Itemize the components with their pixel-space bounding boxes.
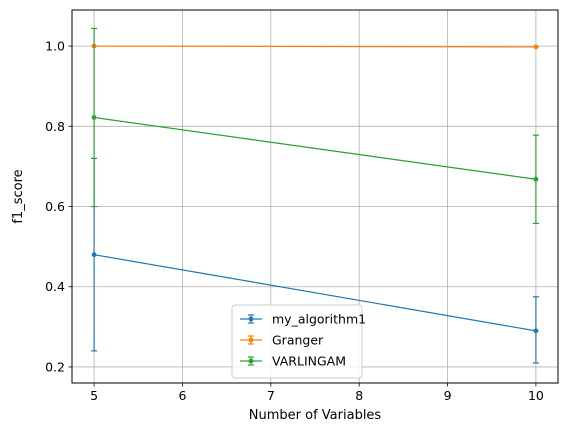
legend-item: my_algorithm1 bbox=[240, 312, 366, 327]
series-line bbox=[93, 254, 537, 332]
x-tick-label: 5 bbox=[90, 388, 98, 403]
series-VARLINGAM bbox=[91, 27, 539, 224]
x-tick-label: 10 bbox=[528, 388, 544, 403]
data-point bbox=[533, 176, 539, 182]
data-point bbox=[91, 252, 97, 258]
data-point bbox=[533, 328, 539, 334]
x-tick-label: 8 bbox=[355, 388, 363, 403]
legend-label: Granger bbox=[272, 333, 324, 348]
series-line bbox=[94, 45, 536, 48]
series-layer bbox=[91, 27, 539, 364]
series-line bbox=[94, 116, 536, 180]
x-axis-label: Number of Variables bbox=[249, 408, 382, 423]
ticks: 5 6 7 8 9 10 0.2 0.4 0.6 0.8 1.0 bbox=[45, 39, 544, 403]
y-tick-label: 1.0 bbox=[45, 39, 65, 54]
x-tick-label: 7 bbox=[267, 388, 275, 403]
legend-item: Granger bbox=[240, 333, 324, 348]
data-point bbox=[533, 44, 539, 50]
legend-marker bbox=[248, 316, 254, 322]
data-point bbox=[91, 115, 97, 120]
x-tick-label: 9 bbox=[444, 388, 452, 403]
legend-marker bbox=[248, 358, 254, 364]
y-tick-label: 0.8 bbox=[45, 119, 65, 134]
y-tick-label: 0.4 bbox=[45, 279, 65, 294]
legend-label: VARLINGAM bbox=[272, 354, 346, 369]
legend-label: my_algorithm1 bbox=[272, 312, 366, 327]
legend: my_algorithm1 Granger VARLINGAM bbox=[231, 304, 366, 379]
y-axis-label: f1_score bbox=[11, 169, 26, 223]
series-Granger bbox=[91, 43, 539, 50]
y-tick-label: 0.6 bbox=[45, 199, 65, 214]
x-tick-label: 6 bbox=[178, 388, 186, 403]
plot-frame bbox=[71, 9, 559, 384]
y-tick-label: 0.2 bbox=[45, 359, 65, 374]
legend-item: VARLINGAM bbox=[240, 354, 346, 369]
legend-box bbox=[231, 304, 363, 379]
legend-marker bbox=[248, 337, 254, 343]
